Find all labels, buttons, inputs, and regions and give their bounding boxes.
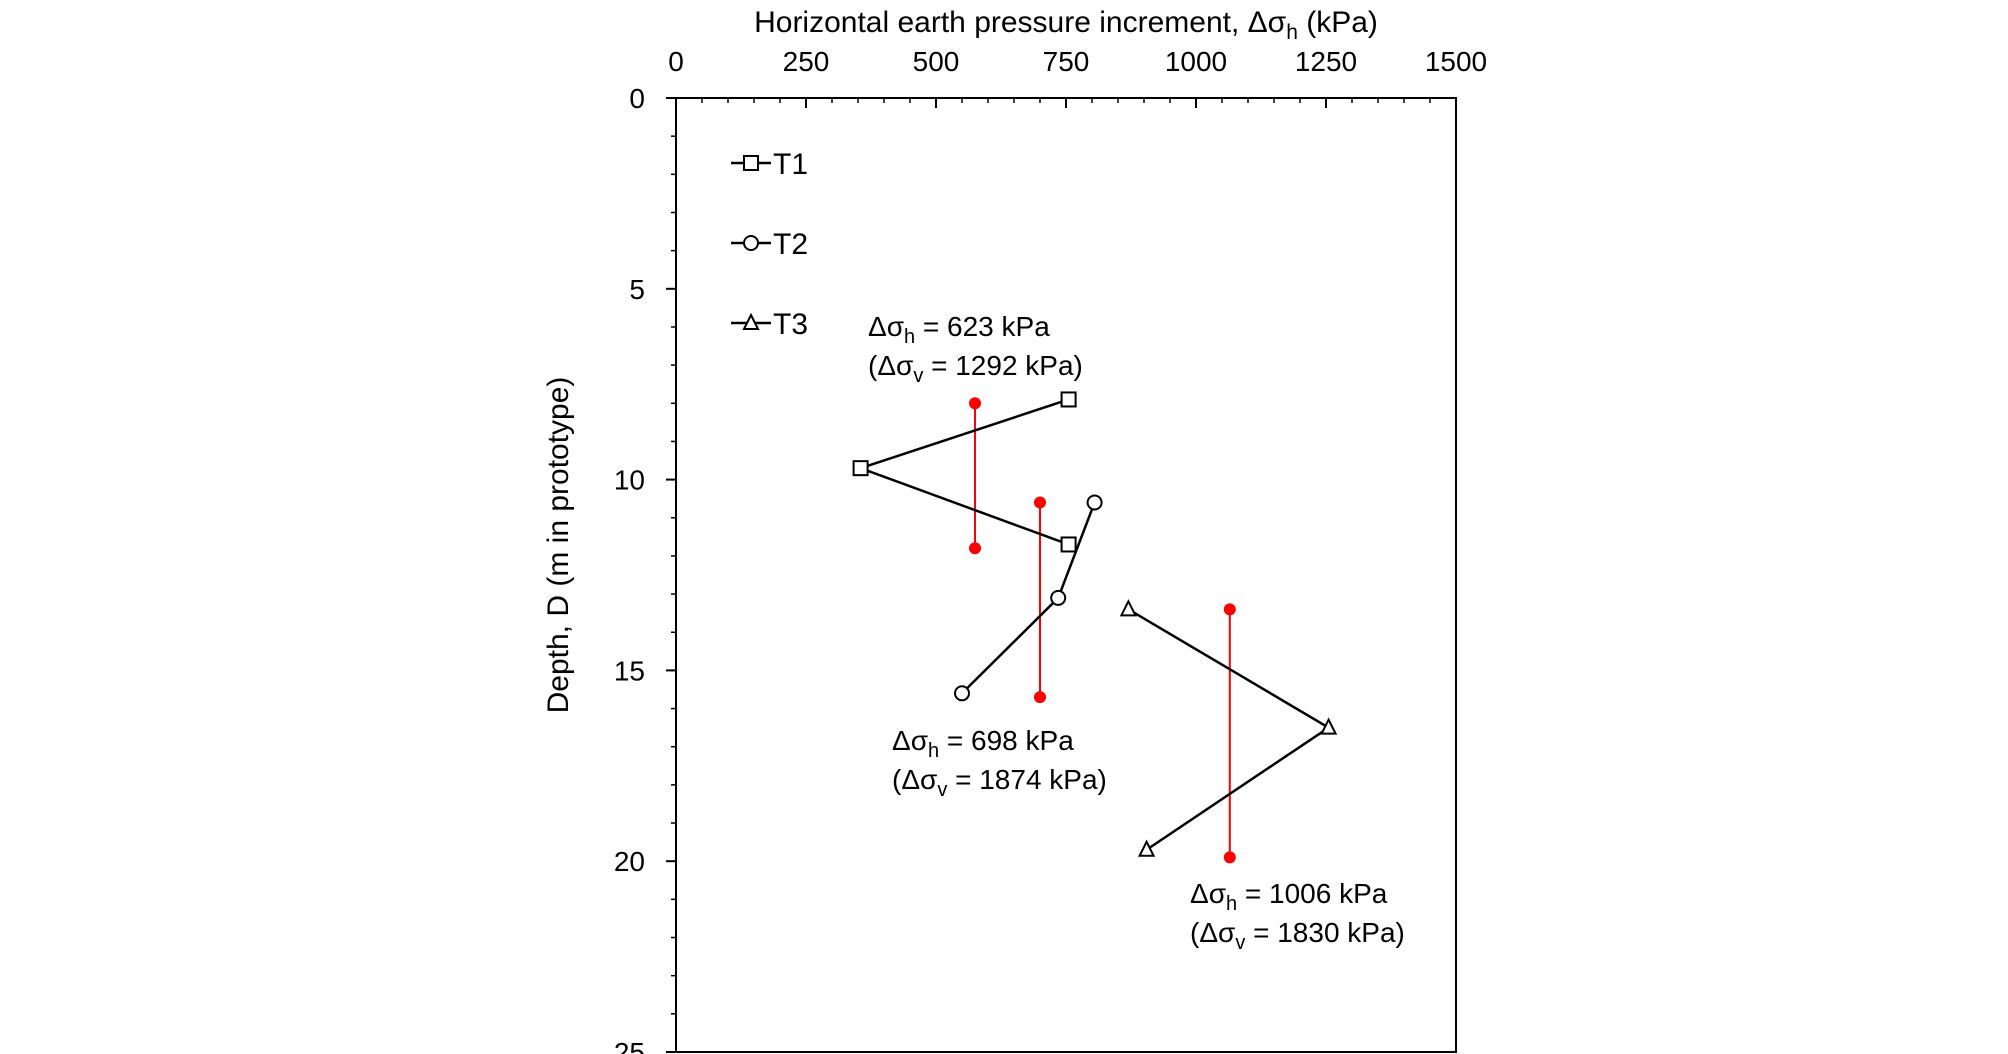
series-point-t2: [1086, 494, 1103, 511]
series-line-t3: [1127, 608, 1331, 851]
annotation-h-2: Δσh = 698 kPa: [892, 725, 1074, 762]
axis-tick-labels: 0 250 500 750 1000 1250 1500 0 5 10 15 20 25: [614, 46, 1487, 1054]
series-line-t1: [856, 398, 1070, 546]
series-line-t2: [961, 502, 1096, 695]
legend-label-t3: T3: [773, 308, 808, 341]
x-tick-label: 1000: [1165, 46, 1227, 77]
x-tick-label: 1250: [1295, 46, 1357, 77]
annotation-h-1: Δσh = 623 kPa: [868, 311, 1050, 348]
x-tick-label: 0: [668, 46, 684, 77]
series-point-t1: [1060, 391, 1077, 408]
y-tick-label: 15: [614, 655, 645, 686]
series-point-t2: [1050, 589, 1067, 606]
average-line-bottom-point: [1034, 691, 1046, 704]
legend-label-t2: T2: [773, 228, 808, 261]
average-line-top-point: [969, 397, 981, 410]
legend: T1 T2 T3: [731, 148, 808, 341]
series-point-t1: [1060, 536, 1077, 553]
series-point-t3: [1137, 839, 1156, 857]
average-line-bottom-point: [969, 542, 981, 555]
y-tick-label: 20: [614, 846, 645, 877]
y-tick-label: 5: [629, 274, 645, 305]
series-point-t3: [1319, 717, 1338, 735]
x-tick-label: 750: [1043, 46, 1090, 77]
legend-marker-t1: [743, 155, 759, 171]
series-point-t2: [954, 685, 970, 702]
average-line-top-point: [1034, 496, 1046, 509]
legend-label-t1: T1: [773, 148, 808, 181]
y-tick-label: 10: [614, 465, 645, 496]
x-tick-label: 500: [913, 46, 960, 77]
y-axis-title: Depth, D (m in prototype): [542, 377, 575, 714]
series-point-t1: [852, 460, 869, 477]
annotation-v-1: (Δσv = 1292 kPa): [868, 350, 1083, 387]
annotation-v-3: (Δσv = 1830 kPa): [1190, 917, 1405, 954]
x-axis-title: Horizontal earth pressure increment, Δσh…: [754, 6, 1378, 44]
y-tick-label: 0: [629, 83, 645, 114]
legend-marker-t3: [742, 312, 760, 330]
series-point-t3: [1119, 599, 1138, 617]
average-lines: [969, 397, 1236, 864]
axis-ticks: [666, 97, 1457, 1053]
annotation-h-3: Δσh = 1006 kPa: [1190, 878, 1388, 915]
x-tick-label: 250: [783, 46, 830, 77]
average-line-top-point: [1223, 603, 1236, 616]
x-tick-label: 1500: [1425, 46, 1487, 77]
average-line-bottom-point: [1223, 851, 1236, 864]
series-markers: [852, 391, 1338, 857]
y-tick-label: 25: [614, 1037, 645, 1054]
annotation-v-2: (Δσv = 1874 kPa): [892, 764, 1107, 801]
annotations: Δσh = 623 kPa(Δσv = 1292 kPa) Δσh = 698 k…: [868, 311, 1405, 954]
legend-marker-t2: [743, 235, 759, 251]
